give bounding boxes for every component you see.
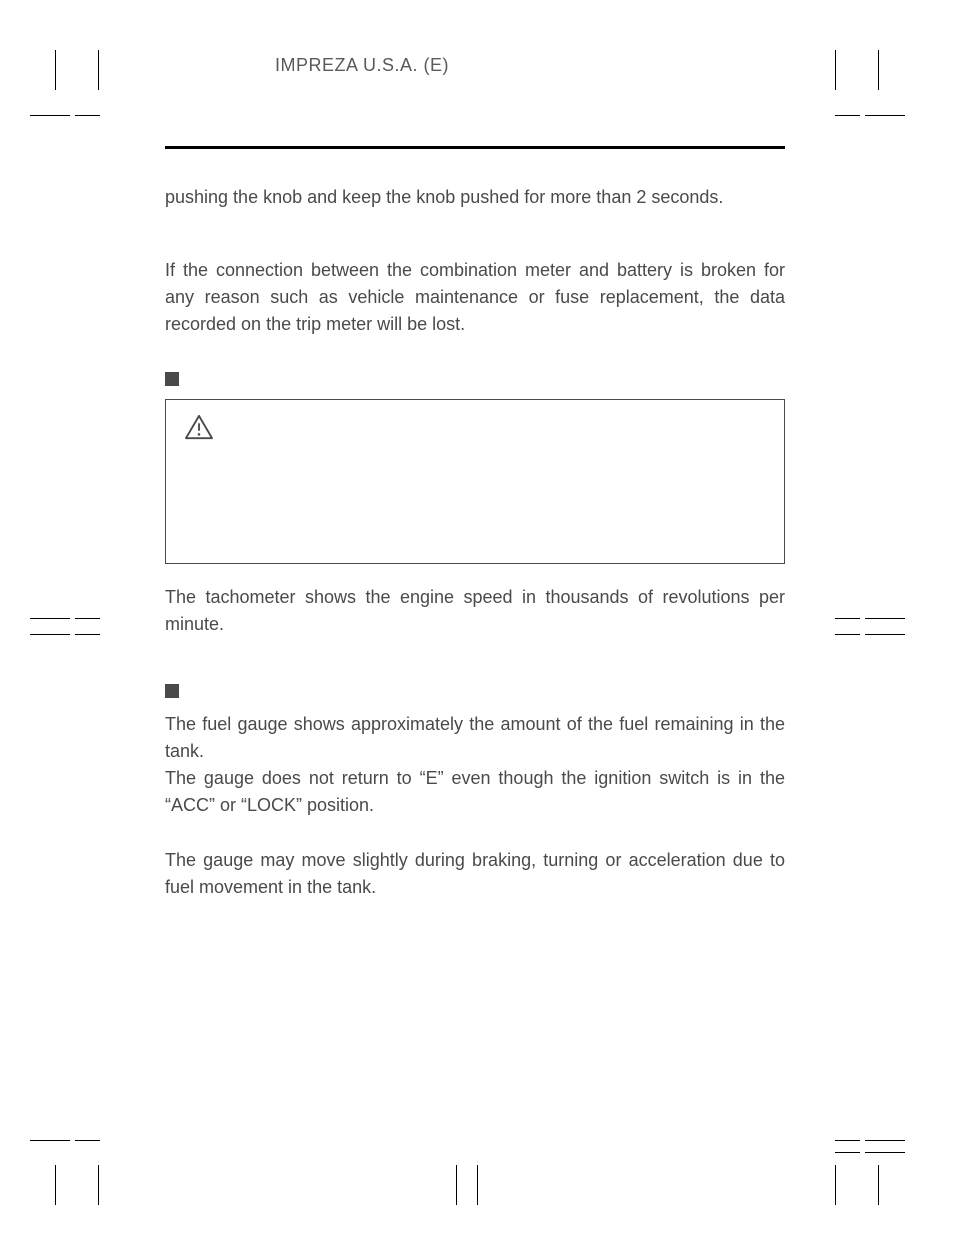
crop-mark: [835, 618, 860, 619]
crop-mark: [865, 115, 905, 116]
section-marker: [165, 372, 785, 399]
paragraph-fuel-3: The gauge may move slightly during braki…: [165, 847, 785, 901]
crop-mark: [865, 634, 905, 635]
crop-mark: [835, 634, 860, 635]
paragraph-tachometer: The tachometer shows the engine speed in…: [165, 584, 785, 638]
page-header: IMPREZA U.S.A. (E): [275, 55, 785, 76]
paragraph-fuel-1: The fuel gauge shows approximately the a…: [165, 711, 785, 765]
crop-mark: [865, 1152, 905, 1153]
spacer: [165, 666, 785, 684]
crop-mark: [98, 1165, 99, 1205]
crop-mark: [30, 115, 70, 116]
crop-mark: [878, 1165, 879, 1205]
crop-mark: [835, 1165, 836, 1205]
crop-mark: [75, 115, 100, 116]
section-marker: [165, 684, 785, 711]
crop-mark: [835, 50, 836, 90]
paragraph-fuel-2: The gauge does not return to “E” even th…: [165, 765, 785, 819]
crop-mark: [75, 634, 100, 635]
crop-mark: [30, 618, 70, 619]
crop-mark: [55, 1165, 56, 1205]
caution-box: [165, 399, 785, 564]
crop-mark: [878, 50, 879, 90]
spacer: [165, 239, 785, 257]
crop-mark: [477, 1165, 478, 1205]
paragraph-connection: If the connection between the combinatio…: [165, 257, 785, 338]
crop-mark: [835, 1152, 860, 1153]
crop-mark: [30, 634, 70, 635]
crop-mark: [55, 50, 56, 90]
header-rule: [165, 146, 785, 149]
crop-mark: [835, 1140, 860, 1141]
crop-mark: [865, 1140, 905, 1141]
crop-mark: [30, 1140, 70, 1141]
crop-mark: [75, 618, 100, 619]
crop-mark: [456, 1165, 457, 1205]
page-content: IMPREZA U.S.A. (E) pushing the knob and …: [165, 55, 785, 929]
crop-mark: [835, 115, 860, 116]
crop-mark: [75, 1140, 100, 1141]
crop-mark: [865, 618, 905, 619]
crop-mark: [98, 50, 99, 90]
paragraph-knob: pushing the knob and keep the knob pushe…: [165, 184, 785, 211]
warning-icon: [184, 414, 214, 440]
